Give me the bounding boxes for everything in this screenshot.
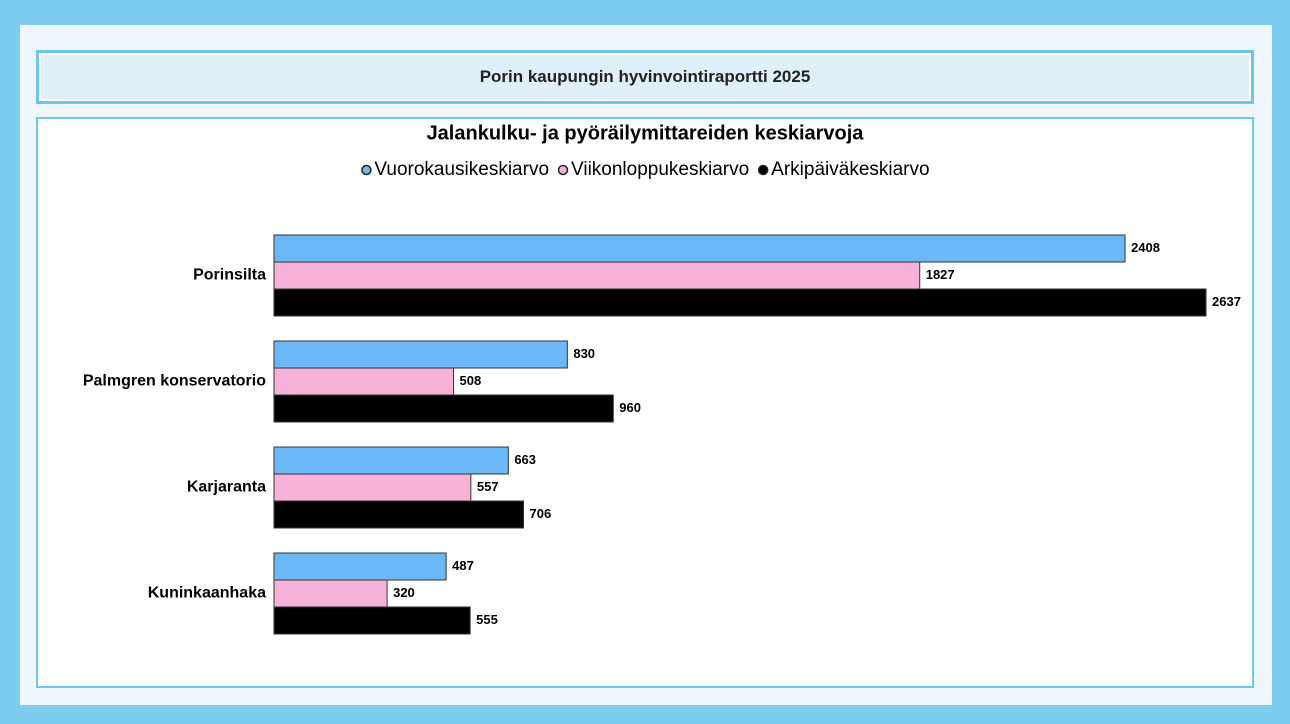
bar	[273, 446, 509, 475]
bar	[273, 394, 614, 423]
data-label: 706	[530, 506, 552, 521]
bar	[273, 552, 447, 581]
bar	[273, 579, 388, 608]
data-label: 663	[514, 452, 536, 467]
bar	[273, 234, 1126, 263]
data-label: 2408	[1131, 240, 1160, 255]
bar	[273, 606, 471, 635]
bar	[273, 340, 568, 369]
category-label: Porinsilta	[193, 267, 266, 284]
chart-title: Jalankulku- ja pyöräilymittareiden keski…	[427, 122, 865, 144]
header-title: Porin kaupungin hyvinvointiraportti 2025	[36, 50, 1254, 104]
category-label: Karjaranta	[187, 479, 266, 496]
category-label: Palmgren konservatorio	[83, 373, 266, 390]
data-label: 1827	[926, 267, 955, 282]
legend-label: Vuorokausikeskiarvo	[374, 159, 549, 180]
bar	[273, 500, 525, 529]
data-label: 487	[452, 558, 474, 573]
chart-box	[36, 117, 1254, 688]
bar	[273, 367, 455, 396]
data-label: 960	[619, 400, 641, 415]
data-label: 508	[460, 373, 482, 388]
data-label: 557	[477, 479, 499, 494]
bar	[273, 261, 921, 290]
bar	[273, 473, 472, 502]
bar	[273, 288, 1207, 317]
data-label: 2637	[1212, 294, 1241, 309]
legend-label: Arkipäiväkeskiarvo	[771, 159, 929, 180]
legend: Vuorokausikeskiarvo Viikonloppukeskiarvo A…	[361, 159, 930, 180]
legend-marker	[757, 164, 769, 176]
data-label: 320	[393, 585, 415, 600]
legend-marker	[557, 164, 569, 176]
data-label: 830	[573, 346, 595, 361]
category-label: Kuninkaanhaka	[148, 585, 266, 602]
data-label: 555	[476, 612, 498, 627]
legend-marker	[361, 164, 372, 176]
legend-label: Viikonloppukeskiarvo	[571, 159, 749, 180]
